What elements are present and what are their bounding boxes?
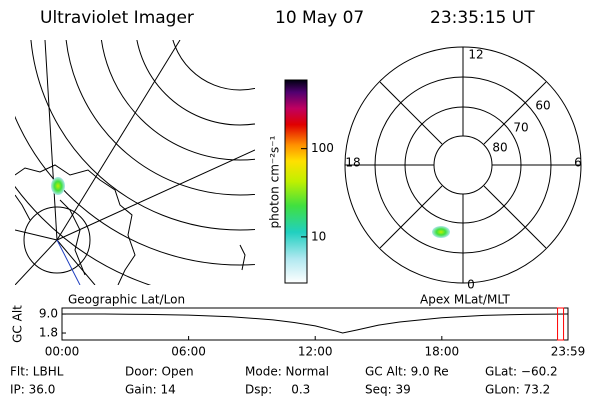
alt-plot-frame [61, 307, 569, 341]
colorbar-label: photon cm⁻²s⁻¹ [268, 135, 282, 228]
lat-label: 80 [492, 141, 507, 155]
lat-label: 60 [535, 99, 550, 113]
mlt-label: 12 [468, 48, 483, 62]
altitude-line [62, 313, 569, 334]
x-tick-label: 00:00 [45, 345, 80, 359]
info-field: GLon: 73.2 [485, 383, 550, 397]
polar-grid [344, 46, 582, 284]
info-field: Gain: 14 [125, 383, 176, 397]
info-field: IP: 36.0 [10, 383, 55, 397]
geo-map [15, 40, 255, 285]
mlt-label: 18 [345, 156, 360, 170]
colorbar [284, 79, 308, 284]
x-tick-label: 06:00 [171, 345, 206, 359]
time: 23:35:15 UT [430, 8, 535, 28]
info-field: GC Alt: 9.0 Re [365, 365, 449, 379]
colorbar-tick-label: 10 [311, 229, 326, 243]
polar-label: Apex MLat/MLT [420, 293, 510, 307]
y-tick-label: 9.0 [39, 307, 58, 321]
aurora-blob [432, 226, 450, 238]
time-marker [557, 307, 565, 341]
info-field: Door: Open [125, 365, 194, 379]
y-axis-label: GC Alt [11, 305, 25, 343]
date: 10 May 07 [275, 8, 364, 28]
info-field: GLat: −60.2 [485, 365, 558, 379]
geo-label: Geographic Lat/Lon [68, 293, 185, 307]
colorbar-tick-label: 100 [311, 141, 334, 155]
x-tick-label: 18:00 [425, 345, 460, 359]
x-tick-label: 23:59 [551, 345, 586, 359]
info-field: Mode: Normal [245, 365, 329, 379]
info-field: Flt: LBHL [10, 365, 64, 379]
info-field: Dsp: 0.3 [245, 383, 310, 397]
info-field: Seq: 39 [365, 383, 411, 397]
title: Ultraviolet Imager [40, 8, 194, 28]
mlt-label: 0 [467, 278, 475, 292]
x-tick-label: 12:00 [298, 345, 333, 359]
y-tick-label: 1.8 [39, 326, 58, 340]
mlt-label: 6 [574, 156, 582, 170]
lat-label: 70 [513, 121, 528, 135]
